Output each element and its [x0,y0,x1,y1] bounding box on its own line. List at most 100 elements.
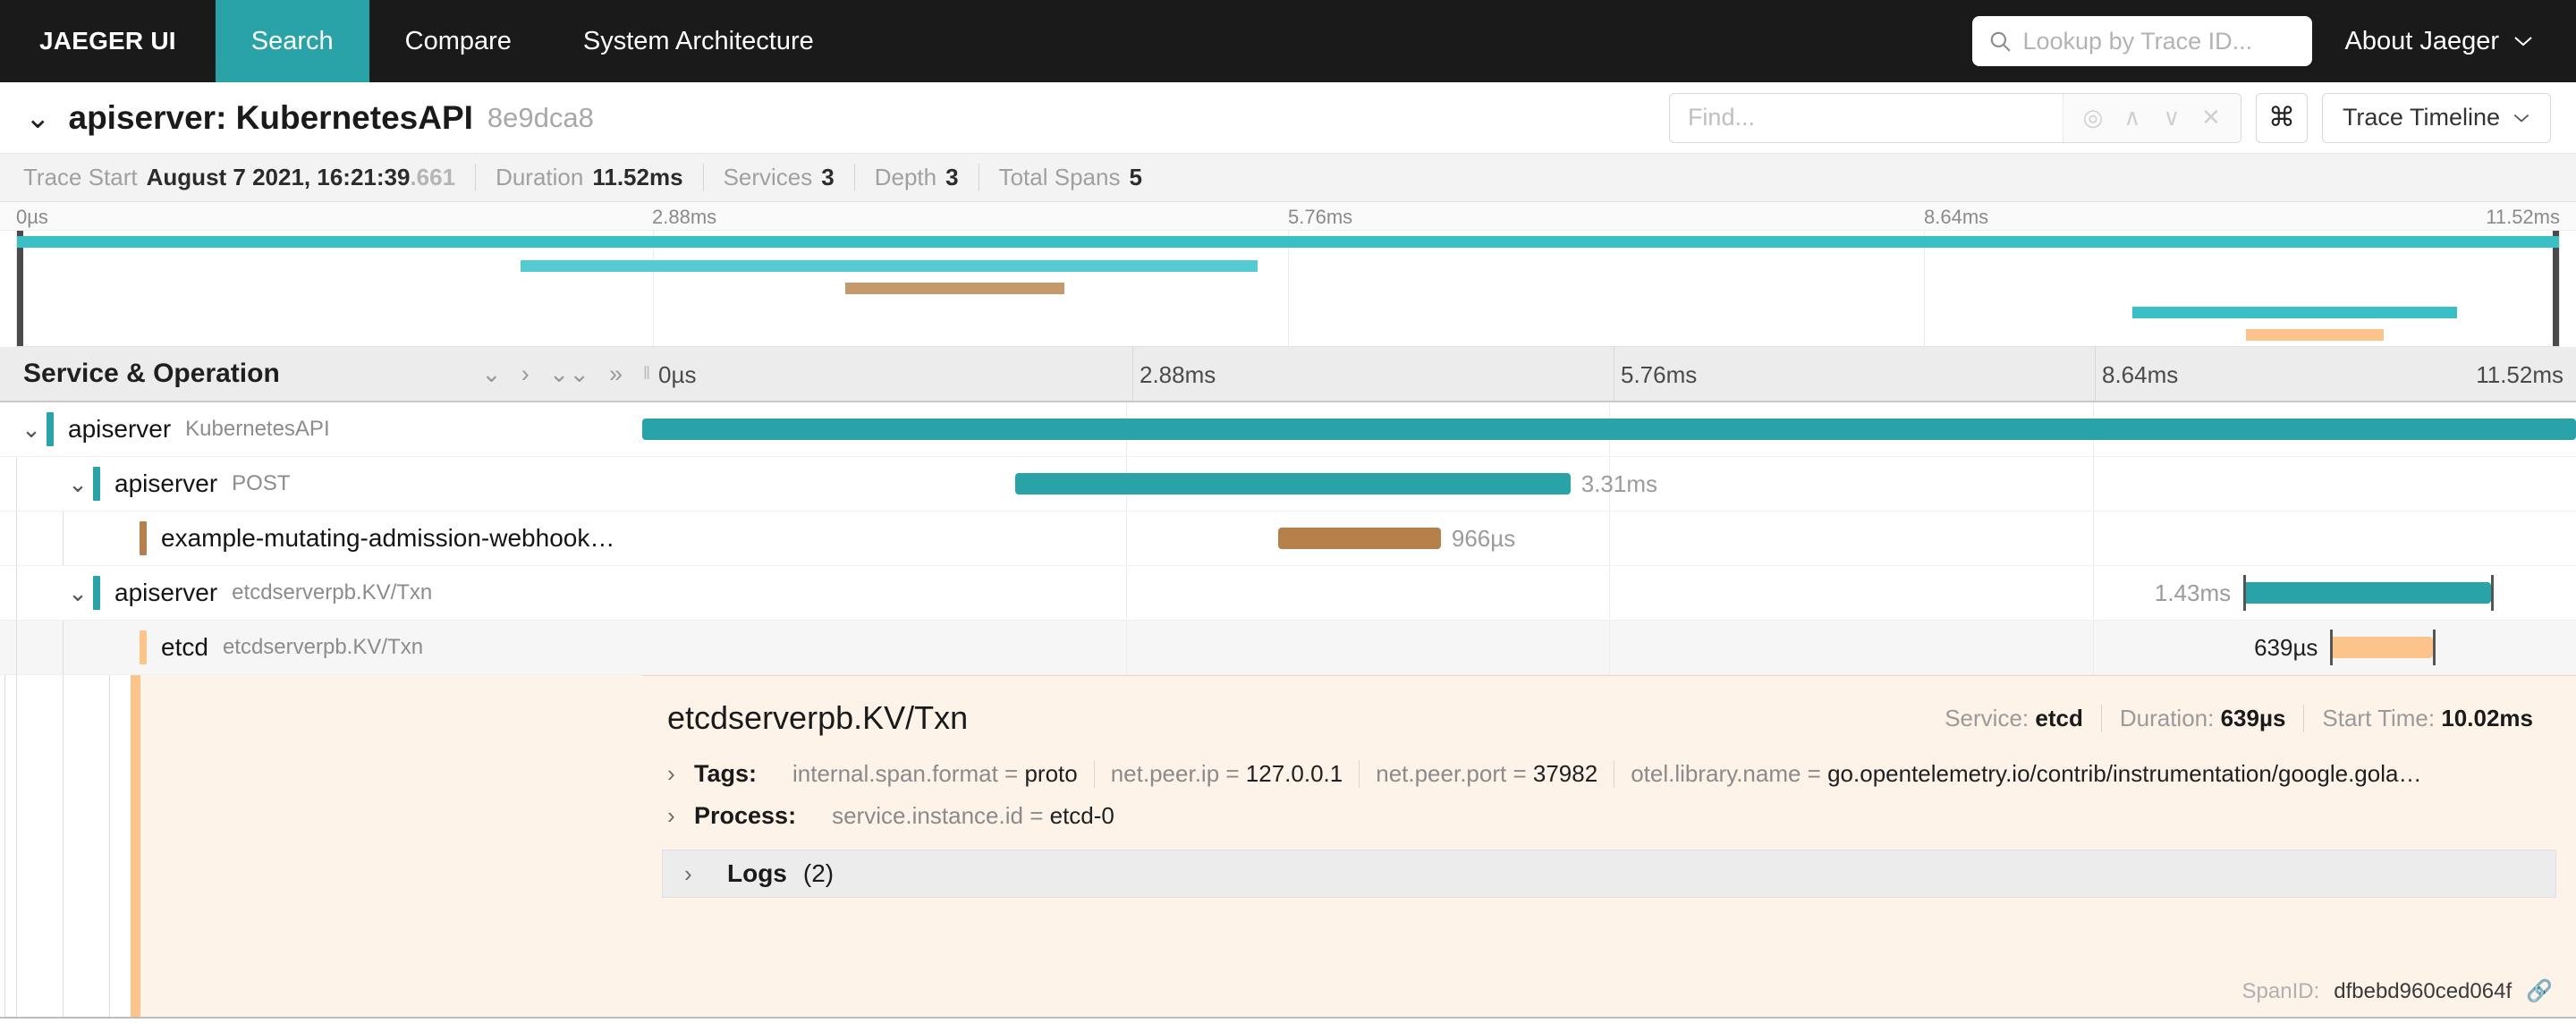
span-row[interactable]: example-mutating-admission-webhook… 966µs [0,512,2576,566]
meta-depth-label: Depth [874,164,937,190]
chevron-down-icon [2513,114,2529,123]
about-jaeger-label: About Jaeger [2344,26,2499,55]
chevron-down-icon [2514,37,2532,46]
span-operation-name: etcdserverpb.KV/Txn [222,635,424,659]
trace-id-lookup[interactable]: Lookup by Trace ID... [1972,16,2313,66]
span-row-label[interactable]: ⌄ apiserver KubernetesAPI [0,402,642,457]
span-row-timeline[interactable] [642,402,2576,457]
indent-guide [4,675,5,1017]
logs-section[interactable]: › Logs (2) [662,850,2556,898]
trace-id-short: 8e9dca8 [487,101,594,133]
minimap[interactable] [16,231,2560,347]
span-duration-bar[interactable] [1015,473,1571,495]
logs-expand-icon[interactable]: › [684,859,692,887]
expand-all-icon[interactable]: » [608,359,623,387]
expand-one-icon[interactable]: › [521,359,530,387]
span-duration-bar[interactable] [2330,637,2433,658]
logs-label: Logs [727,859,787,887]
column-resize-handle[interactable]: ‖ [642,363,651,384]
indent-guide [63,512,64,565]
span-service-name: etcd [161,633,208,661]
span-detail-operation: etcdserverpb.KV/Txn [667,699,969,736]
span-service-name: apiserver [114,579,218,606]
span-selection-marker [2433,630,2436,665]
nav-item-search[interactable]: Search [215,0,369,82]
focus-target-icon[interactable]: ◎ [2082,104,2104,131]
nav-item-compare[interactable]: Compare [404,26,512,55]
service-operation-header: Service & Operation ⌄ › ⌄⌄ » [0,347,642,401]
span-operation-name: example-mutating-admission-webhook… [161,524,615,552]
span-expand-chevron-icon[interactable]: ⌄ [68,469,88,497]
span-row-timeline[interactable]: 1.43ms [642,566,2576,621]
minimap-span-bar [845,283,1064,294]
span-duration-bar[interactable] [1278,528,1441,549]
meta-trace-start: Trace Start August 7 2021, 16:21:39.661 [23,164,475,191]
span-id-value: dfbebd960ced064f [2334,978,2512,1003]
span-duration-bar[interactable] [2243,582,2491,604]
span-id-label: SpanID: [2241,978,2320,1003]
span-row-timeline[interactable]: 3.31ms [642,457,2576,512]
minimap-gridline [1288,231,1289,346]
span-selection-marker [2330,630,2334,665]
tag-item: otel.library.name = go.opentelemetry.io/… [1614,760,2437,788]
minimap-drag-handle-left[interactable] [17,231,23,346]
timeline-gridline [1125,512,1127,565]
span-row[interactable]: ⌄ apiserver KubernetesAPI [0,402,2576,457]
find-prev-icon[interactable]: ∧ [2123,104,2141,131]
copy-link-icon[interactable]: 🔗 [2526,979,2553,1003]
process-label: Process: [694,802,797,829]
minimap-tick: 5.76ms [1288,206,1353,228]
tags-expand-icon[interactable]: › [667,760,675,787]
timeline-tick: 5.76ms [1621,361,1698,388]
meta-total-spans-label: Total Spans [998,164,1121,190]
app-brand[interactable]: JAEGER UI [39,27,176,55]
trace-id-lookup-placeholder: Lookup by Trace ID... [2022,27,2253,55]
process-expand-icon[interactable]: › [667,802,675,829]
view-mode-label: Trace Timeline [2342,104,2500,131]
service-color-bar [93,467,100,501]
span-row-timeline[interactable]: 639µs [642,621,2576,675]
timeline-gridline [1609,566,1610,620]
service-color-bar [140,630,147,664]
span-row[interactable]: etcd etcdserverpb.KV/Txn 639µs [0,621,2576,675]
collapse-all-icon[interactable]: ⌄⌄ [548,359,589,387]
collapse-tools: ⌄ › ⌄⌄ » [481,360,642,388]
timeline-column-header: Service & Operation ⌄ › ⌄⌄ » ‖ 0µs 2.88ms… [0,347,2576,402]
about-jaeger-menu[interactable]: About Jaeger [2344,0,2576,82]
timeline-tick: 8.64ms [2102,361,2179,388]
span-row-label[interactable]: ⌄ apiserver etcdserverpb.KV/Txn [0,566,642,621]
find-next-icon[interactable]: ∨ [2163,104,2181,131]
nav-item-system-architecture[interactable]: System Architecture [582,26,814,55]
span-row[interactable]: ⌄ apiserver etcdserverpb.KV/Txn 1.43ms [0,566,2576,621]
meta-services: Services 3 [702,164,854,191]
tags-row[interactable]: › Tags: internal.span.format = proto net… [642,753,2576,795]
trace-collapse-chevron-icon[interactable]: ⌄ [25,100,51,135]
minimap-drag-handle-right[interactable] [2553,231,2559,346]
span-duration-bar[interactable] [642,418,2576,440]
span-row-label[interactable]: example-mutating-admission-webhook… [0,512,642,566]
process-row[interactable]: › Process: service.instance.id = etcd-0 [642,795,2576,837]
span-row[interactable]: ⌄ apiserver POST 3.31ms [0,457,2576,512]
keyboard-shortcuts-button[interactable]: ⌘ [2255,92,2308,143]
timeline-ticks: 0µs 2.88ms 5.76ms 8.64ms 11.52ms [651,347,2576,401]
span-row-label[interactable]: ⌄ apiserver POST [0,457,642,512]
process-item: service.instance.id = etcd-0 [832,802,1114,829]
minimap-span-bar [17,236,2559,248]
span-duration-label: 1.43ms [2154,579,2232,606]
minimap-tick: 2.88ms [652,206,717,228]
span-row-timeline[interactable]: 966µs [642,512,2576,566]
timeline-gridline [1125,621,1127,674]
find-box[interactable]: Find... ◎ ∧ ∨ ✕ [1668,92,2241,143]
span-id-row: SpanID: dfbebd960ced064f 🔗 [2242,978,2553,1004]
find-input[interactable]: Find... [1687,104,1755,131]
view-mode-select[interactable]: Trace Timeline [2321,92,2551,143]
span-detail-panel: etcdserverpb.KV/Txn Service: etcd Durati… [642,675,2576,1019]
span-expand-chevron-icon[interactable]: ⌄ [68,579,88,606]
collapse-one-icon[interactable]: ⌄ [481,359,502,387]
meta-total-spans-value: 5 [1129,164,1142,190]
span-row-label[interactable]: etcd etcdserverpb.KV/Txn [0,621,642,675]
span-service-name: apiserver [68,415,172,443]
find-clear-icon[interactable]: ✕ [2201,104,2221,131]
span-expand-chevron-icon[interactable]: ⌄ [21,415,41,443]
meta-trace-start-label: Trace Start [23,164,138,190]
